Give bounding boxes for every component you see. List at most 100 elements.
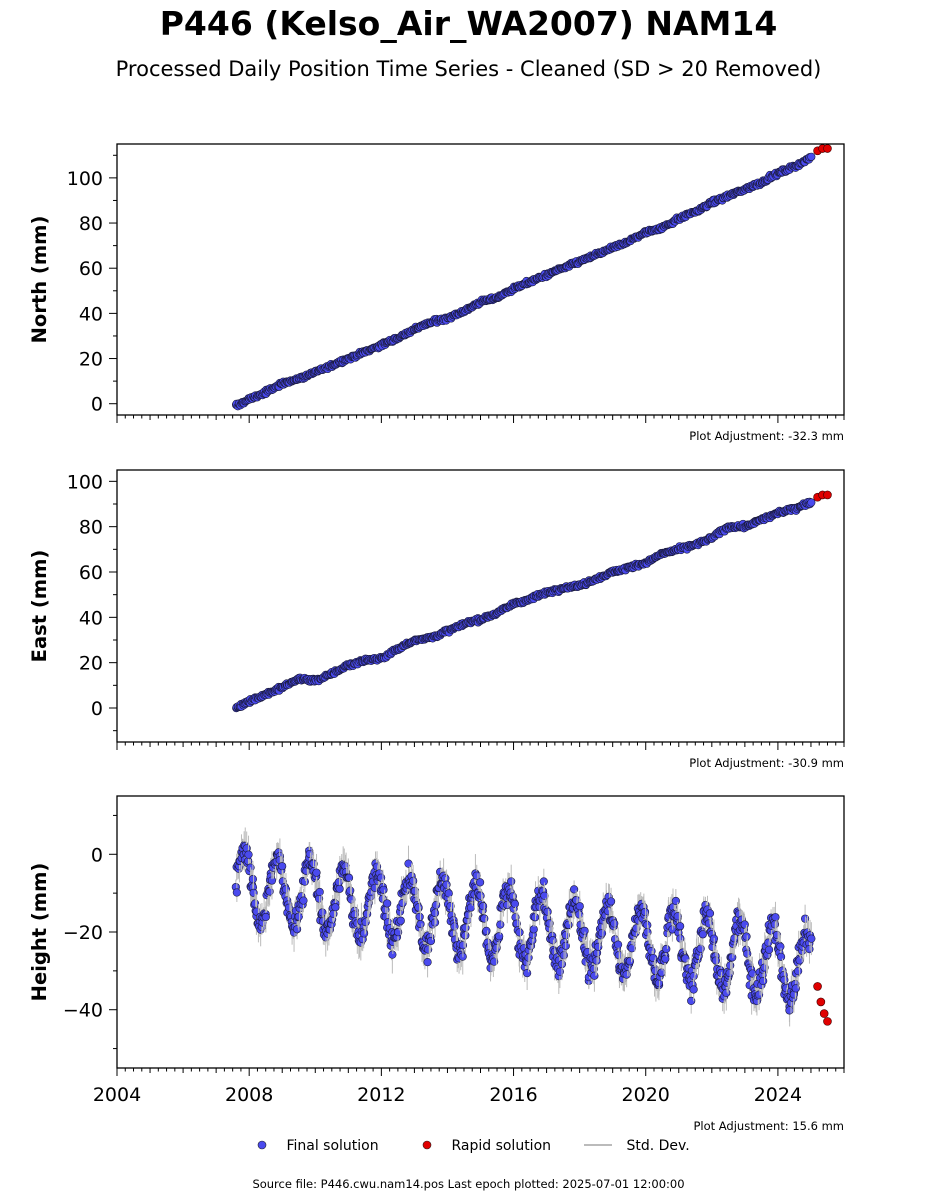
final-point bbox=[661, 954, 670, 963]
plot-adjustment: Plot Adjustment: -32.3 mm bbox=[689, 429, 844, 443]
panel-1 bbox=[109, 469, 845, 750]
y-tick-label: 100 bbox=[67, 471, 103, 493]
final-point bbox=[606, 897, 616, 906]
final-point bbox=[244, 850, 253, 859]
final-point bbox=[539, 877, 548, 886]
final-point bbox=[689, 985, 698, 994]
final-point bbox=[807, 934, 816, 943]
y-axis-label: East (mm) bbox=[28, 550, 51, 663]
final-point bbox=[597, 929, 607, 938]
y-tick-label: 60 bbox=[79, 562, 103, 584]
final-point bbox=[507, 877, 516, 886]
y-tick-label: 80 bbox=[79, 213, 103, 235]
final-point bbox=[261, 912, 270, 922]
final-point bbox=[561, 931, 570, 940]
final-point bbox=[540, 891, 549, 900]
final-point bbox=[523, 969, 532, 978]
final-point bbox=[476, 891, 485, 900]
plot-adjustment: Plot Adjustment: 15.6 mm bbox=[693, 1119, 844, 1133]
rapid-point bbox=[813, 982, 822, 991]
y-tick-label: 100 bbox=[67, 168, 103, 190]
final-point bbox=[776, 952, 786, 961]
x-tick-label: 2008 bbox=[225, 1084, 273, 1106]
rapid-point bbox=[819, 1009, 829, 1018]
final-point bbox=[676, 922, 685, 931]
final-point bbox=[344, 873, 354, 882]
final-point bbox=[614, 940, 623, 949]
final-point bbox=[383, 899, 392, 908]
panel-frame-0 bbox=[116, 143, 845, 416]
final-point bbox=[649, 953, 658, 963]
x-tick-label: 2012 bbox=[357, 1084, 405, 1106]
final-point bbox=[622, 970, 631, 979]
final-point bbox=[300, 877, 309, 886]
final-point bbox=[299, 896, 308, 905]
final-point bbox=[515, 928, 524, 937]
panel-frame-1 bbox=[116, 469, 845, 743]
final-point bbox=[807, 498, 816, 507]
legend-final-label: Final solution bbox=[286, 1138, 379, 1154]
final-point bbox=[250, 899, 260, 908]
final-point bbox=[764, 945, 774, 954]
final-point bbox=[662, 944, 671, 954]
rapid-point bbox=[823, 1017, 832, 1026]
final-point bbox=[771, 913, 780, 922]
final-point bbox=[625, 957, 635, 966]
final-point bbox=[294, 912, 303, 921]
final-point bbox=[557, 960, 567, 969]
panel-markers-0 bbox=[232, 144, 832, 411]
final-point bbox=[740, 920, 749, 929]
final-point bbox=[510, 899, 519, 908]
y-tick-label: 0 bbox=[91, 698, 103, 720]
final-point bbox=[780, 975, 789, 984]
final-point bbox=[705, 909, 715, 918]
x-tick-label: 2016 bbox=[489, 1084, 537, 1106]
final-point bbox=[698, 930, 707, 939]
final-point bbox=[394, 928, 403, 937]
final-point bbox=[388, 950, 397, 959]
final-point bbox=[490, 957, 499, 966]
y-axis-label: Height (mm) bbox=[28, 863, 51, 1002]
panel-0 bbox=[109, 143, 845, 423]
final-point bbox=[722, 988, 731, 997]
y-axis-label: North (mm) bbox=[28, 216, 51, 344]
final-point bbox=[475, 878, 485, 887]
legend: Final solution Rapid solution Std. Dev. bbox=[0, 1138, 937, 1158]
final-point bbox=[671, 896, 680, 906]
final-point bbox=[480, 914, 489, 923]
final-point bbox=[318, 908, 327, 917]
panel-markers-2 bbox=[231, 827, 832, 1027]
y-tick-label: 0 bbox=[91, 844, 103, 866]
final-point bbox=[730, 934, 739, 943]
final-point bbox=[430, 908, 440, 918]
legend-rapid-label: Rapid solution bbox=[451, 1138, 552, 1154]
final-point bbox=[379, 885, 388, 894]
legend-rapid: Rapid solution bbox=[421, 1138, 551, 1154]
final-point bbox=[555, 967, 564, 976]
final-point bbox=[785, 1006, 794, 1015]
x-tick-label: 2024 bbox=[754, 1084, 802, 1106]
final-point bbox=[548, 936, 557, 945]
final-point bbox=[396, 916, 405, 925]
final-point bbox=[742, 932, 751, 941]
final-point bbox=[404, 859, 413, 868]
legend-final: Final solution bbox=[256, 1138, 379, 1154]
chart-title: P446 (Kelso_Air_WA2007) NAM14 bbox=[159, 4, 778, 43]
final-point bbox=[426, 936, 436, 946]
final-point bbox=[575, 902, 584, 911]
final-point bbox=[610, 919, 619, 928]
y-tick-label: 40 bbox=[79, 607, 103, 629]
chart-subtitle: Processed Daily Position Time Series - C… bbox=[115, 57, 822, 81]
final-point bbox=[414, 903, 423, 912]
rapid-point bbox=[816, 997, 826, 1007]
final-point bbox=[564, 920, 573, 929]
final-point bbox=[807, 152, 816, 161]
legend-std-label: Std. Dev. bbox=[626, 1138, 690, 1154]
final-point bbox=[315, 887, 324, 897]
final-point bbox=[805, 945, 814, 954]
final-point bbox=[335, 884, 344, 893]
final-point bbox=[409, 876, 418, 885]
final-point bbox=[444, 889, 453, 898]
y-tick-label: 0 bbox=[91, 394, 103, 416]
